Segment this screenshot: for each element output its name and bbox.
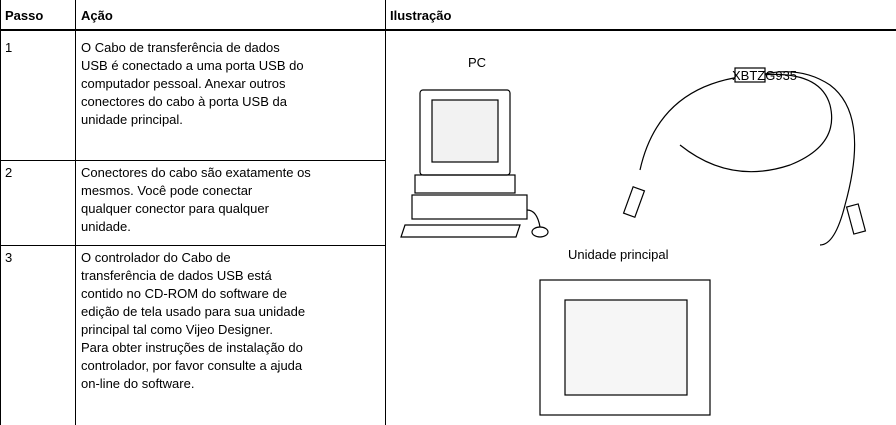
action-text: O Cabo de transferência de dados [81,40,280,55]
step-number: 1 [5,40,13,55]
header-rule [0,29,896,31]
action-text: computador pessoal. Anexar outros [81,76,286,91]
border [75,0,76,425]
column-header: Ilustração [390,8,452,23]
action-text: principal tal como Vijeo Designer. [81,322,273,337]
row-rule [0,160,385,161]
column-header: Passo [5,8,44,23]
action-text: controlador, por favor consulte a ajuda [81,358,303,373]
action-text: mesmos. Você pode conectar [81,183,253,198]
action-text: USB é conectado a uma porta USB do [81,58,304,73]
column-header: Ação [81,8,113,23]
unit-label: Unidade principal [568,247,669,262]
row-rule [0,245,385,246]
action-text: qualquer conector para qualquer [81,201,269,216]
action-text: conectores do cabo à porta USB da [81,94,287,109]
action-text: Para obter instruções de instalação do [81,340,303,355]
action-text: O controlador do Cabo de [81,250,231,265]
action-text: unidade principal. [81,112,183,127]
action-text: unidade. [81,219,131,234]
step-number: 3 [5,250,13,265]
pc-label: PC [468,55,487,70]
action-text: on-line do software. [81,376,195,391]
action-text: contido no CD-ROM do software de [81,286,287,301]
step-number: 2 [5,165,13,180]
action-text: edição de tela usado para sua unidade [81,304,306,319]
action-text: transferência de dados USB está [81,268,272,283]
border [0,0,1,425]
border [385,0,386,425]
action-text: Conectores do cabo são exatamente os [81,165,311,180]
cable-label: XBTZG935 [732,68,798,83]
